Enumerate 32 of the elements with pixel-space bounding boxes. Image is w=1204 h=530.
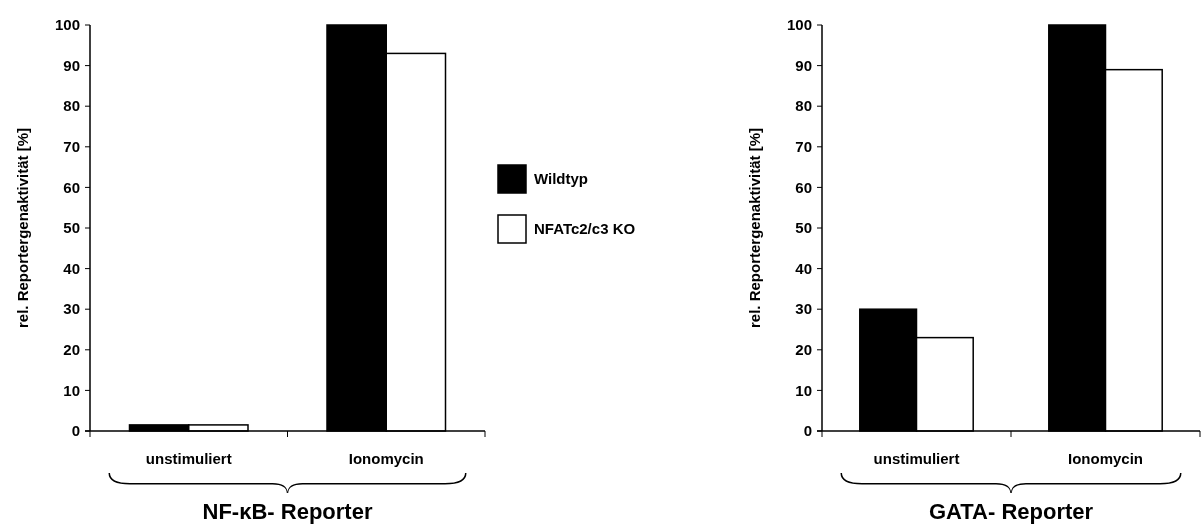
y-tick-label: 80 [795, 97, 812, 115]
y-tick-label: 10 [795, 381, 812, 399]
y-axis-title: rel. Reportergenaktivität [%] [746, 127, 763, 329]
y-tick-label: 60 [63, 178, 80, 196]
y-tick-label: 30 [795, 300, 812, 318]
y-tick-label: 30 [63, 300, 80, 318]
x-tick-label: Ionomycin [348, 450, 424, 467]
x-axis-title: NF-κB- Reporter [202, 499, 373, 524]
y-tick-label: 50 [63, 219, 80, 237]
y-tick-label: 60 [795, 178, 812, 196]
y-tick-label: 10 [63, 381, 80, 399]
x-tick-label: unstimuliert [145, 450, 232, 467]
y-axis-title: rel. Reportergenaktivität [%] [14, 127, 31, 329]
y-tick-label: 50 [795, 219, 812, 237]
y-tick-label: 40 [795, 259, 812, 277]
y-tick-label: 20 [795, 341, 812, 359]
y-tick-label: 20 [63, 341, 80, 359]
y-tick-label: 80 [63, 97, 80, 115]
x-tick-label: Ionomycin [1067, 450, 1144, 467]
y-tick-label: 90 [795, 56, 812, 74]
y-tick-label: 0 [803, 422, 812, 440]
y-tick-label: 100 [786, 16, 812, 34]
y-tick-label: 100 [54, 16, 80, 34]
y-tick-label: 40 [63, 259, 80, 277]
y-tick-label: 70 [795, 138, 812, 156]
y-tick-label: 0 [71, 422, 80, 440]
x-axis-title: GATA- Reporter [928, 499, 1094, 524]
legend-label: Wildtyp [534, 170, 589, 188]
y-tick-label: 90 [63, 56, 80, 74]
x-tick-label: unstimuliert [873, 450, 960, 467]
legend-label: NFATc2/c3 KO [534, 220, 636, 238]
y-tick-label: 70 [63, 138, 80, 156]
